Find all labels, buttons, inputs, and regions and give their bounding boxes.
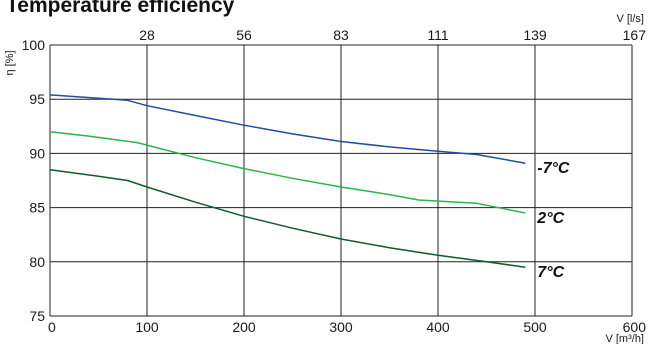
x2-tick-label: 56 <box>236 27 252 43</box>
x2-tick-label: 83 <box>333 27 349 43</box>
series-label: 7°C <box>537 264 564 281</box>
x2-tick-label: 28 <box>139 27 155 43</box>
x-tick-label: 300 <box>329 319 353 335</box>
x2-tick-label: 111 <box>427 27 448 43</box>
series-label: -7°C <box>537 160 570 177</box>
series-line <box>49 130 526 214</box>
series-label: 2°C <box>536 210 564 227</box>
y-axis-label: η [%] <box>4 50 16 75</box>
series-line <box>49 168 526 268</box>
x-tick-label: 200 <box>232 319 256 335</box>
chart-title: Temperature efficiency <box>6 0 235 17</box>
tick-labels: 75 80 85 90 95 100 0 100 200 300 400 500 600 28 56 83 11… <box>22 27 647 335</box>
series-line <box>49 94 526 164</box>
x-tick-label: 400 <box>426 319 450 335</box>
y-tick-label: 95 <box>29 91 45 107</box>
y-tick-label: 80 <box>29 254 45 270</box>
x-tick-label: 0 <box>48 319 56 335</box>
x2-axis-label: V [l/s] <box>616 13 644 25</box>
grid <box>49 44 633 317</box>
y-tick-label: 75 <box>29 308 45 324</box>
x2-tick-label: 167 <box>623 27 647 43</box>
y-tick-label: 100 <box>22 37 46 53</box>
x2-tick-label: 139 <box>523 27 547 43</box>
series-labels: -7°C 2°C 7°C <box>536 160 570 281</box>
x-tick-label: 500 <box>523 319 547 335</box>
series-lines <box>49 94 526 268</box>
x-tick-label: 100 <box>135 319 159 335</box>
y-tick-label: 85 <box>29 200 45 216</box>
x-tick-label: 600 <box>623 319 647 335</box>
y-tick-label: 90 <box>29 145 45 161</box>
x-axis-label: V [m³/h] <box>605 333 644 344</box>
